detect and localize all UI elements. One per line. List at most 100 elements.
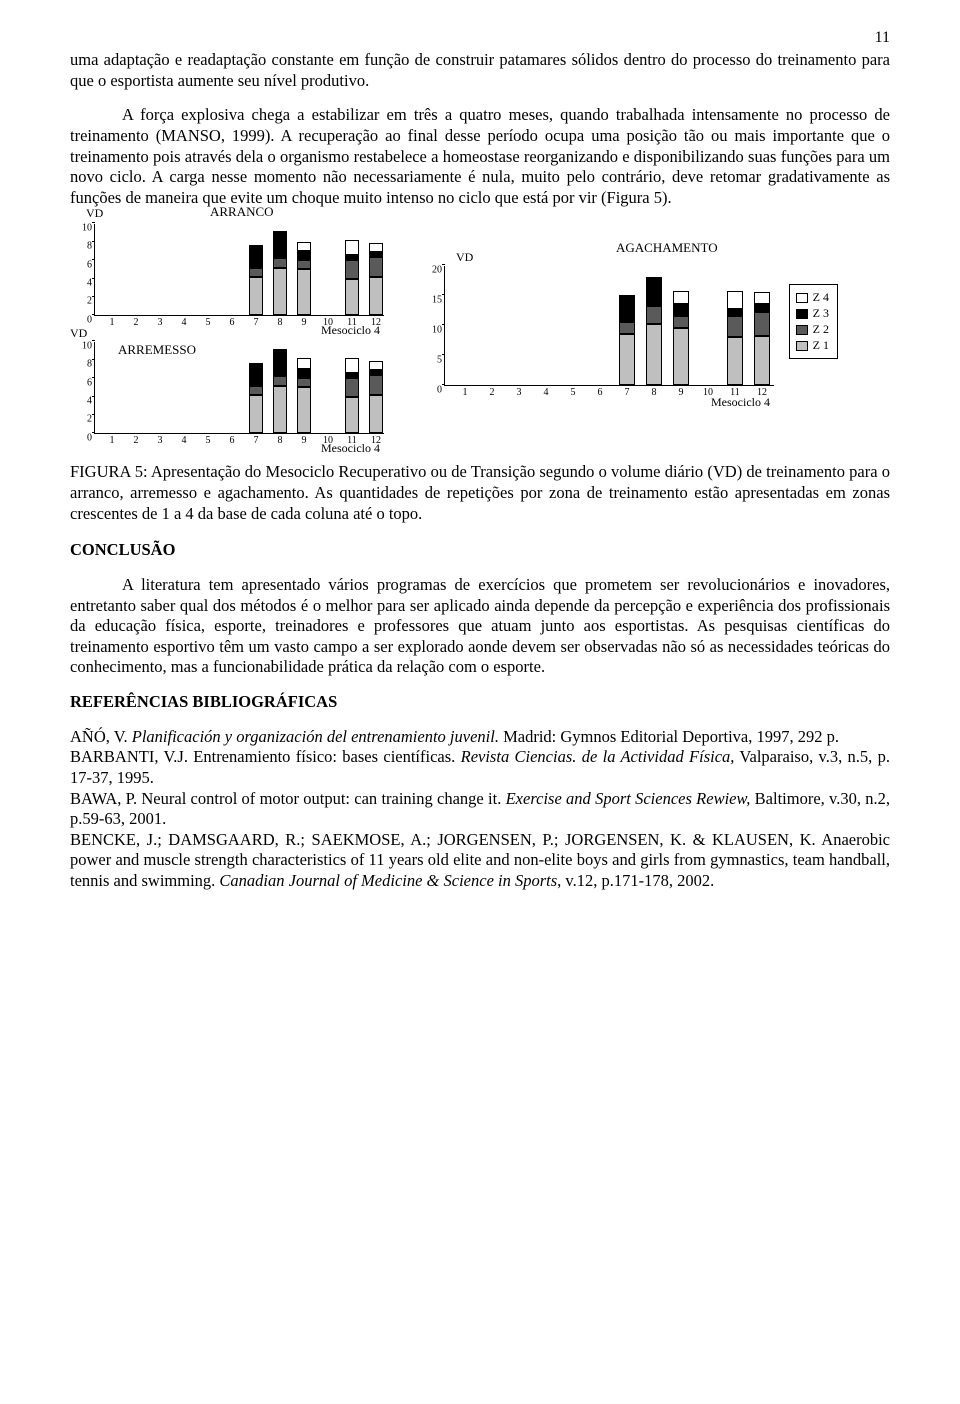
xtick-label: 2 [490, 385, 495, 400]
legend-item-z3: Z 3 [796, 306, 829, 321]
conclusion-text: A literatura tem apresentado vários prog… [70, 575, 890, 678]
reference-item: BARBANTI, V.J. Entrenamiento físico: bas… [70, 747, 890, 788]
xtick-label: 2 [134, 433, 139, 448]
bar-segment-z3 [249, 245, 263, 268]
bar-segment-z3 [297, 369, 311, 378]
xtick-label: 6 [230, 315, 235, 330]
bar [297, 242, 311, 316]
ytick-label: 5 [437, 354, 445, 367]
references-list: AÑÓ, V. Planificación y organización del… [70, 727, 890, 892]
bar [727, 291, 743, 386]
xtick-label: 9 [302, 315, 307, 330]
ytick-label: 6 [87, 259, 95, 272]
xtick-label: 1 [463, 385, 468, 400]
bar-segment-z2 [273, 258, 287, 267]
bar-segment-z1 [754, 336, 770, 385]
legend: Z 4Z 3Z 2Z 1 [789, 284, 838, 359]
bar-segment-z2 [249, 268, 263, 276]
bar-segment-z1 [369, 277, 383, 316]
ytick-label: 2 [87, 414, 95, 427]
xtick-label: 8 [278, 433, 283, 448]
ytick-label: 8 [87, 359, 95, 372]
bar-segment-z4 [754, 292, 770, 304]
xtick-label: 7 [625, 385, 630, 400]
bar-segment-z1 [345, 279, 359, 316]
bar-segment-z2 [646, 306, 662, 324]
xtick-label: 4 [182, 433, 187, 448]
ytick-label: 10 [82, 222, 95, 235]
bar-segment-z4 [345, 240, 359, 255]
bar-segment-z3 [619, 295, 635, 322]
bar-segment-z1 [345, 397, 359, 434]
reference-item: BENCKE, J.; DAMSGAARD, R.; SAEKMOSE, A.;… [70, 830, 890, 892]
bar-segment-z2 [673, 316, 689, 328]
axis-label-agachamento: Mesociclo 4 [711, 395, 770, 410]
xtick-label: 5 [206, 433, 211, 448]
legend-label: Z 3 [813, 306, 829, 321]
legend-item-z2: Z 2 [796, 322, 829, 337]
bar-segment-z2 [369, 375, 383, 394]
ytick-label: 10 [82, 340, 95, 353]
vd-label-arranco: VD [86, 206, 103, 221]
bar [369, 243, 383, 316]
bar-segment-z2 [345, 260, 359, 278]
bar [273, 231, 287, 316]
bar [754, 292, 770, 385]
bar-segment-z1 [369, 395, 383, 434]
bar-segment-z1 [619, 334, 635, 385]
chart-agachamento: AGACHAMENTO VD 05101520123456789101112 M… [416, 240, 774, 408]
ytick-label: 4 [87, 277, 95, 290]
xtick-label: 6 [230, 433, 235, 448]
bar-segment-z1 [273, 386, 287, 434]
bar [345, 358, 359, 433]
bar-segment-z1 [249, 277, 263, 316]
bar-segment-z2 [369, 257, 383, 276]
paragraph-1: uma adaptação e readaptação constante em… [70, 50, 890, 91]
axis-label-arranco: Mesociclo 4 [321, 323, 380, 338]
legend-item-z4: Z 4 [796, 290, 829, 305]
legend-swatch [796, 309, 808, 319]
chart-arremesso: ARREMESSO VD 0246810123456789101112 Meso… [70, 340, 384, 454]
references-heading: REFERÊNCIAS BIBLIOGRÁFICAS [70, 692, 890, 713]
xtick-label: 3 [158, 433, 163, 448]
figure-5: ARRANCO VD 0246810123456789101112 Mesoci… [70, 222, 890, 454]
bar-segment-z4 [369, 361, 383, 370]
bar [249, 245, 263, 315]
bar-segment-z3 [754, 304, 770, 312]
xtick-label: 8 [652, 385, 657, 400]
bar-segment-z2 [297, 260, 311, 269]
bar-segment-z4 [673, 291, 689, 304]
bar-segment-z2 [273, 376, 287, 385]
ytick-label: 10 [432, 324, 445, 337]
xtick-label: 7 [254, 433, 259, 448]
bar-segment-z4 [345, 358, 359, 373]
bar-segment-z2 [754, 312, 770, 336]
legend-label: Z 4 [813, 290, 829, 305]
legend-label: Z 2 [813, 322, 829, 337]
ytick-label: 8 [87, 241, 95, 254]
bar [297, 358, 311, 433]
bar-segment-z4 [297, 358, 311, 369]
ytick-label: 6 [87, 377, 95, 390]
xtick-label: 5 [571, 385, 576, 400]
ytick-label: 0 [87, 432, 95, 445]
bar [273, 349, 287, 434]
chart-title-arranco: ARRANCO [210, 204, 274, 220]
bar-segment-z3 [273, 231, 287, 259]
bar-segment-z3 [297, 251, 311, 260]
bar-segment-z1 [673, 328, 689, 385]
bar [369, 361, 383, 434]
bar [619, 295, 635, 385]
bar-segment-z3 [646, 277, 662, 306]
xtick-label: 1 [110, 315, 115, 330]
bar-segment-z2 [297, 378, 311, 387]
bar-segment-z1 [249, 395, 263, 434]
bar-segment-z3 [673, 304, 689, 316]
vd-label-arremesso: VD [70, 326, 87, 341]
bar-segment-z4 [727, 291, 743, 309]
bar-segment-z4 [297, 242, 311, 251]
reference-item: BAWA, P. Neural control of motor output:… [70, 789, 890, 830]
bar-segment-z1 [273, 268, 287, 316]
bar-segment-z1 [297, 269, 311, 315]
bar [249, 363, 263, 433]
